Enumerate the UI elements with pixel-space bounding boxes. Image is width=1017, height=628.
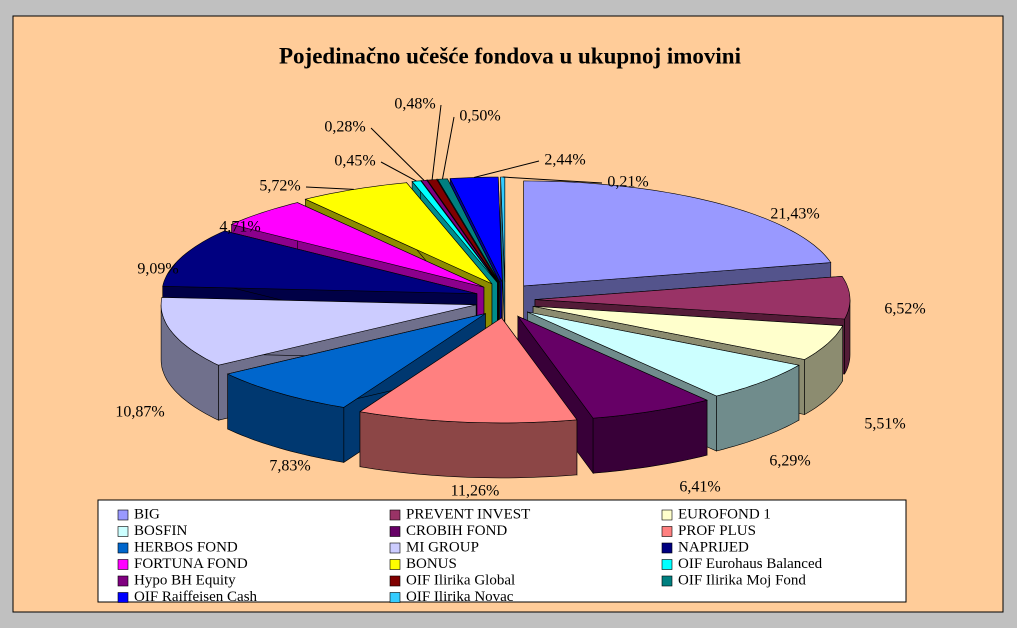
leader-line	[370, 127, 425, 181]
legend-swatch	[661, 559, 673, 570]
leader-line	[431, 104, 442, 180]
leader-line	[442, 116, 455, 180]
legend-swatch	[661, 509, 673, 521]
slice	[160, 297, 477, 366]
legend-swatch	[661, 542, 673, 554]
legend-swatch	[117, 575, 129, 587]
legend-swatch	[661, 526, 673, 537]
legend: BIG PREVENT INVEST EUROFOND 1 BOSFIN CROBIH …	[97, 499, 907, 605]
legend-label: Hypo BH Equity	[134, 572, 236, 588]
data-label: 0,28%	[324, 119, 365, 136]
slice	[534, 275, 851, 320]
slice	[359, 316, 578, 479]
legend-label: OIF Eurohaus Balanced	[678, 556, 823, 572]
data-labels: 21,43% 6,52% 5,51% 6,29% 6,41% 11,26% 7,83% 10,…	[115, 96, 925, 500]
slice	[533, 306, 844, 360]
legend-label: BOSFIN	[134, 523, 188, 539]
legend-label: NAPRIJED	[678, 539, 749, 555]
data-label: 6,29%	[769, 453, 810, 470]
legend-label: PREVENT INVEST	[406, 506, 530, 522]
data-label: 11,26%	[451, 483, 500, 500]
legend-swatch	[389, 575, 401, 587]
leader-line	[502, 176, 603, 184]
slice	[304, 182, 493, 285]
data-label: 0,21%	[607, 174, 648, 191]
legend-swatch	[117, 559, 129, 570]
slice	[523, 180, 832, 287]
data-label: 0,50%	[459, 108, 500, 125]
slice	[230, 202, 485, 288]
legend-label: FORTUNA FOND	[134, 556, 248, 572]
data-label: 0,45%	[334, 153, 375, 170]
legend-swatch	[389, 559, 401, 570]
data-label: 7,83%	[269, 458, 310, 475]
legend-swatch	[117, 592, 129, 603]
leader-line	[305, 186, 354, 190]
slice	[516, 315, 708, 419]
legend-label: PROF PLUS	[678, 523, 756, 539]
legend-swatch	[389, 592, 401, 603]
data-label: 21,43%	[770, 206, 819, 223]
pie	[160, 176, 851, 479]
data-label: 9,09%	[137, 261, 178, 278]
legend-swatch	[117, 542, 129, 554]
legend-swatch	[389, 542, 401, 554]
legend-label: OIF Ilirika Novac	[406, 589, 514, 605]
legend-swatch	[117, 526, 129, 537]
data-label: 4,71%	[219, 219, 260, 236]
legend-box	[97, 499, 907, 603]
legend-label: HERBOS FOND	[134, 539, 238, 555]
data-label: 5,72%	[259, 178, 300, 195]
data-label: 2,44%	[544, 152, 585, 169]
legend-label: OIF Ilirika Global	[406, 572, 515, 588]
legend-swatch	[389, 509, 401, 521]
slice	[359, 317, 578, 424]
legend-swatch	[389, 526, 401, 537]
legend-label: BONUS	[406, 556, 457, 572]
slice	[226, 313, 486, 408]
leader-line	[473, 160, 540, 178]
data-label: 10,87%	[115, 404, 164, 421]
legend-label: BIG	[134, 506, 160, 522]
legend-label: CROBIH FOND	[406, 523, 507, 539]
legend-swatch	[117, 509, 129, 521]
data-label: 6,41%	[679, 479, 720, 496]
leader-line	[380, 161, 417, 182]
legend-swatch	[661, 575, 673, 587]
data-label: 0,48%	[394, 96, 435, 113]
legend-label: EUROFOND 1	[678, 506, 771, 522]
slice	[516, 315, 708, 475]
chart-title: Pojedinačno učešće fondova u ukupnoj imo…	[279, 43, 742, 68]
data-label: 6,52%	[884, 301, 925, 318]
slice	[527, 311, 800, 397]
legend-label: OIF Raiffeisen Cash	[134, 589, 258, 605]
legend-label: MI GROUP	[406, 539, 479, 555]
data-label: 5,51%	[864, 416, 905, 433]
slice	[162, 230, 477, 294]
legend-label: OIF Ilirika Moj Fond	[678, 572, 806, 588]
